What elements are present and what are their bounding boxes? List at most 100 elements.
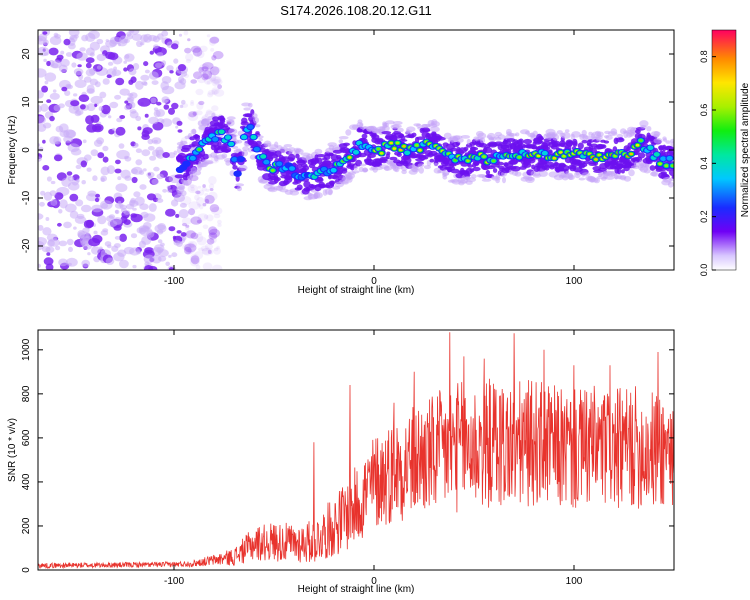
track-halo xyxy=(191,141,200,147)
track-halo xyxy=(620,169,625,174)
noise-blob xyxy=(68,246,73,253)
noise-blob xyxy=(73,68,84,76)
noise-blob xyxy=(130,213,138,218)
noise-blob xyxy=(64,203,77,213)
noise-blob xyxy=(114,243,121,248)
noise-blob xyxy=(60,58,70,67)
noise-blob xyxy=(188,208,196,216)
noise-blob xyxy=(188,201,201,210)
noise-blob xyxy=(171,252,178,258)
noise-blob xyxy=(195,190,201,195)
spectrogram-xlabel: Height of straight line (km) xyxy=(298,285,415,296)
snr-ytick-label: 0 xyxy=(21,567,32,573)
track-blob xyxy=(233,170,242,177)
track-halo xyxy=(496,161,505,166)
noise-blob xyxy=(131,176,138,184)
noise-blob xyxy=(204,198,210,204)
noise-blob xyxy=(204,194,215,204)
noise-blob xyxy=(190,216,202,225)
noise-blob xyxy=(66,174,72,179)
noise-blob xyxy=(184,246,192,255)
track-halo xyxy=(392,121,403,125)
noise-blob xyxy=(207,92,214,98)
spectrogram-ylabel: Frequency (Hz) xyxy=(7,116,18,185)
noise-blob xyxy=(123,53,135,62)
track-blob-peak xyxy=(629,152,633,156)
noise-blob xyxy=(81,180,86,185)
noise-blob xyxy=(175,125,179,129)
noise-blob xyxy=(51,60,62,69)
track-halo xyxy=(226,116,236,120)
track-blob-peak xyxy=(482,155,486,158)
noise-blob xyxy=(156,229,164,235)
track-halo xyxy=(248,102,253,108)
noise-blob xyxy=(67,143,80,153)
noise-blob xyxy=(211,105,219,112)
noise-blob xyxy=(101,202,108,209)
noise-blob xyxy=(194,110,203,116)
snr-xlabel: Height of straight line (km) xyxy=(298,584,415,595)
noise-blob xyxy=(203,214,209,220)
noise-blob xyxy=(102,156,109,163)
track-halo xyxy=(238,164,248,172)
track-halo xyxy=(477,132,487,139)
noise-blob xyxy=(185,230,196,239)
noise-blob xyxy=(144,265,154,270)
track-halo xyxy=(668,169,674,177)
noise-blob xyxy=(177,129,183,133)
track-halo xyxy=(283,144,293,148)
snr-ylabel: SNR (10 * v/v) xyxy=(7,418,18,482)
noise-blob xyxy=(86,103,96,112)
noise-blob xyxy=(201,66,209,72)
track-halo xyxy=(578,177,586,181)
track-halo xyxy=(436,136,446,141)
noise-blob xyxy=(179,202,187,208)
noise-blob xyxy=(210,36,220,43)
track-blob-peak xyxy=(491,159,496,163)
noise-blob xyxy=(168,226,176,232)
noise-blob xyxy=(116,117,123,123)
noise-blob xyxy=(204,193,209,197)
noise-blob xyxy=(208,183,215,190)
noise-blob xyxy=(69,35,78,43)
noise-blob xyxy=(85,62,92,69)
noise-blob xyxy=(181,217,192,225)
track-halo xyxy=(518,138,524,145)
noise-blob xyxy=(194,194,200,201)
snr-xtick-label: 100 xyxy=(566,576,583,587)
noise-blob xyxy=(100,175,107,182)
track-halo xyxy=(406,126,416,132)
noise-blob xyxy=(207,72,217,82)
noise-blob xyxy=(123,246,135,255)
noise-blob xyxy=(84,154,92,161)
snr-frame xyxy=(37,329,675,571)
noise-blob xyxy=(61,86,68,92)
noise-blob xyxy=(212,51,224,60)
noise-blob xyxy=(179,104,184,109)
spectrogram-ytick-label: -20 xyxy=(21,238,32,253)
noise-blob xyxy=(87,190,97,197)
track-halo xyxy=(328,189,333,196)
noise-blob xyxy=(208,228,220,238)
track-halo xyxy=(653,137,663,144)
noise-blob xyxy=(83,76,92,83)
track-halo xyxy=(279,146,289,154)
noise-blob xyxy=(144,113,149,118)
track-blob-peak xyxy=(271,169,275,172)
track-halo xyxy=(518,143,526,149)
track-halo xyxy=(361,133,368,139)
noise-blob xyxy=(151,178,159,185)
noise-blob xyxy=(136,227,143,234)
noise-blob xyxy=(166,65,174,72)
track-halo xyxy=(338,136,349,140)
track-halo xyxy=(481,178,492,182)
noise-blob xyxy=(114,209,119,214)
noise-blob xyxy=(201,247,214,256)
noise-blob xyxy=(41,85,48,93)
spectrogram-xtick-label: 100 xyxy=(566,276,583,287)
track-halo xyxy=(228,128,238,135)
track-halo xyxy=(236,186,242,192)
noise-blob xyxy=(38,90,44,99)
noise-blob xyxy=(212,264,223,270)
noise-blob xyxy=(92,123,104,133)
